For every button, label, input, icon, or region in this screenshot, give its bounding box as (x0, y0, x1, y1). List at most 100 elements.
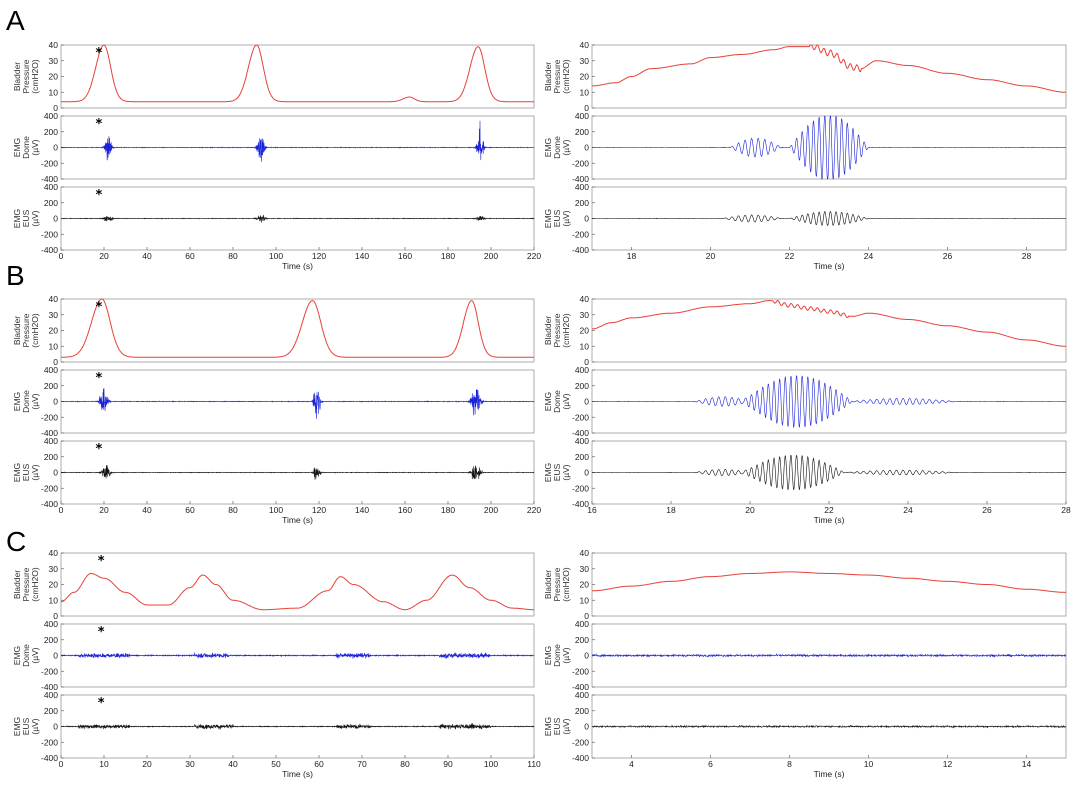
event-marker: * (98, 696, 105, 711)
y-axis-label: Bladder Pressure (cmH2O) (543, 313, 571, 348)
x-tick-label: 12 (943, 759, 953, 769)
y-axis-label-line: (µV) (561, 393, 571, 409)
y-tick-label: 30 (49, 310, 59, 320)
y-axis-label-line: (µV) (30, 139, 40, 155)
y-tick-label: 400 (44, 690, 58, 700)
y-axis-label-line: EUS (552, 209, 562, 227)
y-tick-label: -200 (572, 412, 589, 422)
y-tick-label: 200 (575, 198, 589, 208)
x-tick-label: 18 (666, 505, 676, 515)
series-emg-dome (591, 115, 1066, 181)
y-tick-label: 10 (49, 341, 59, 351)
y-tick-label: 40 (49, 40, 59, 50)
y-tick-label: -200 (572, 483, 589, 493)
y-axis-label: EMG Dome (µV) (543, 136, 571, 159)
x-tick-label: 80 (228, 505, 238, 515)
y-tick-label: 20 (49, 580, 59, 590)
y-axis-label: EMG EUS (µV) (12, 209, 40, 228)
y-axis-label: EMG EUS (µV) (543, 209, 571, 228)
x-tick-label: 220 (527, 251, 541, 261)
x-tick-label: 100 (269, 505, 283, 515)
series-pressure (591, 44, 1067, 93)
y-axis-label-line: EMG (543, 717, 553, 736)
x-tick-label: 20 (142, 759, 152, 769)
series-emg-eus (60, 723, 535, 730)
x-tick-label: 160 (398, 505, 412, 515)
y-tick-label: 0 (53, 722, 58, 732)
y-tick-label: 400 (575, 436, 589, 446)
y-axis-label: Bladder Pressure (cmH2O) (543, 59, 571, 94)
y-axis-label-line: Pressure (21, 59, 31, 93)
y-tick-label: 10 (49, 595, 59, 605)
y-axis-label: EMG EUS (µV) (12, 717, 40, 736)
y-axis-label-line: (µV) (561, 718, 571, 734)
event-marker: * (96, 300, 103, 315)
y-tick-label: 0 (584, 722, 589, 732)
y-tick-label: 0 (53, 357, 58, 367)
x-tick-label: 120 (312, 505, 326, 515)
y-axis-label-line: EUS (552, 717, 562, 735)
y-axis-label-line: EUS (552, 463, 562, 481)
y-tick-label: 400 (44, 619, 58, 629)
series-emg-dome (60, 652, 535, 659)
y-tick-label: 20 (580, 326, 590, 336)
y-tick-label: -400 (572, 245, 589, 255)
y-tick-label: 40 (580, 294, 590, 304)
y-tick-label: -200 (572, 229, 589, 239)
series-pressure (61, 298, 534, 358)
y-axis-label: Bladder Pressure (cmH2O) (12, 313, 40, 348)
y-tick-label: 0 (53, 103, 58, 113)
y-tick-label: -400 (41, 499, 58, 509)
series-emg-eus (60, 214, 535, 223)
y-tick-label: 30 (580, 56, 590, 66)
series-pressure (592, 571, 1066, 593)
y-axis-label-line: EMG (543, 463, 553, 482)
y-tick-label: 20 (580, 72, 590, 82)
x-tick-label: 140 (355, 505, 369, 515)
y-tick-label: 30 (580, 310, 590, 320)
y-tick-label: -200 (572, 737, 589, 747)
y-axis-label-line: Bladder (12, 62, 22, 91)
event-marker: * (96, 442, 103, 457)
y-tick-label: -200 (572, 666, 589, 676)
x-tick-label: 120 (312, 251, 326, 261)
y-tick-label: 10 (49, 87, 59, 97)
y-tick-label: 20 (580, 580, 590, 590)
y-axis-label-line: EMG (543, 138, 553, 157)
y-axis-label-line: Dome (21, 390, 31, 413)
y-axis-label-line: (µV) (561, 464, 571, 480)
y-axis-label: EMG Dome (µV) (543, 390, 571, 413)
y-axis-label-line: (µV) (561, 210, 571, 226)
x-tick-label: 22 (785, 251, 795, 261)
y-tick-label: 0 (53, 651, 58, 661)
y-tick-label: 0 (584, 214, 589, 224)
y-axis-label-line: Bladder (12, 316, 22, 345)
y-tick-label: -400 (41, 682, 58, 692)
x-tick-label: 200 (484, 251, 498, 261)
chart-a-left: 0 10 20 30 40 Bladder Pressure (cmH2O) * -400 -200… (12, 40, 541, 271)
y-axis-label-line: (µV) (30, 718, 40, 734)
panel-letter-c: C (6, 526, 26, 557)
axes-box (60, 298, 535, 363)
y-axis-label: EMG Dome (µV) (12, 136, 40, 159)
y-axis-label: EMG Dome (µV) (12, 644, 40, 667)
y-tick-label: 0 (584, 143, 589, 153)
y-axis-label-line: EMG (12, 209, 22, 228)
x-tick-label: 20 (99, 505, 109, 515)
chart-b-right: 0 10 20 30 40 Bladder Pressure (cmH2O) -400 -200 0… (543, 294, 1071, 525)
y-tick-label: 40 (49, 548, 59, 558)
y-tick-label: -400 (572, 174, 589, 184)
y-tick-label: 400 (575, 365, 589, 375)
y-tick-label: 0 (53, 214, 58, 224)
y-axis-label-line: EMG (543, 209, 553, 228)
x-tick-label: 140 (355, 251, 369, 261)
x-tick-label: 8 (787, 759, 792, 769)
x-axis-label: Time (s) (814, 515, 845, 525)
x-tick-label: 10 (864, 759, 874, 769)
y-axis-label-line: (cmH2O) (30, 567, 40, 602)
x-tick-label: 60 (185, 505, 195, 515)
y-tick-label: 0 (53, 468, 58, 478)
y-axis-label: Bladder Pressure (cmH2O) (12, 567, 40, 602)
